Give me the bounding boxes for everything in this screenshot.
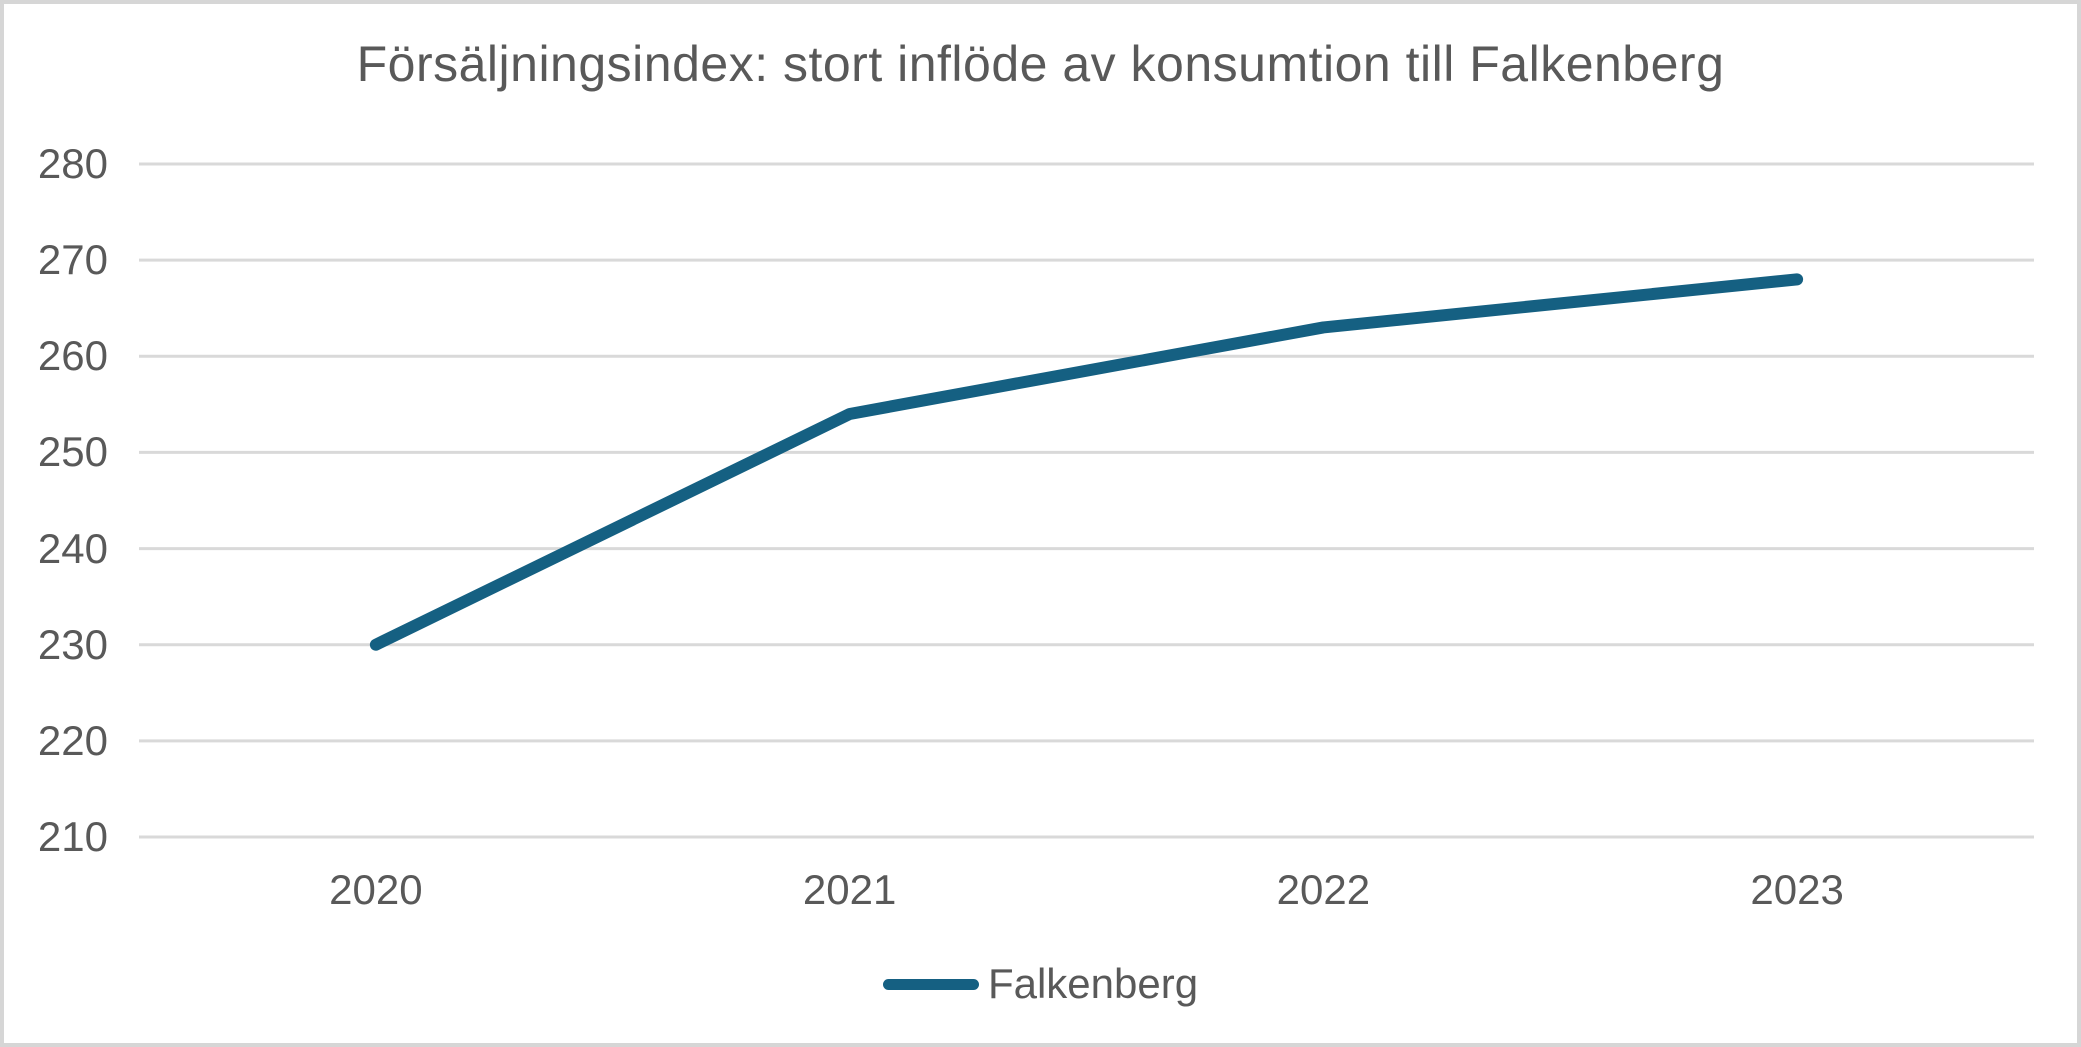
y-axis-tick-label: 280 <box>37 140 108 187</box>
y-axis-tick-label: 250 <box>37 428 108 476</box>
legend-line-swatch <box>882 978 979 990</box>
x-axis-tick-label: 2021 <box>802 866 897 913</box>
legend: Falkenberg <box>4 956 2077 1012</box>
legend-series-label: Falkenberg <box>987 960 1199 1007</box>
y-axis-tick-label: 210 <box>37 813 108 860</box>
series-line-falkenberg <box>369 273 1804 651</box>
y-axis-tick-label: 270 <box>37 236 108 284</box>
y-axis-tick-label: 230 <box>37 620 108 668</box>
x-axis-tick-label: 2022 <box>1276 866 1371 913</box>
y-axis-tick-label: 260 <box>37 332 108 380</box>
plot-area <box>139 162 2034 839</box>
x-axis-tick-label: 2023 <box>1750 866 1844 913</box>
x-axis-tick-label: 2020 <box>329 866 423 913</box>
y-axis-tick-label: 220 <box>37 716 108 764</box>
y-axis-tick-label: 240 <box>37 524 108 572</box>
chart-title: Försäljningsindex: stort inflöde av kons… <box>356 36 1725 92</box>
